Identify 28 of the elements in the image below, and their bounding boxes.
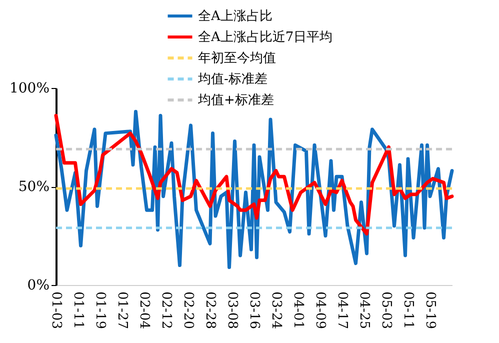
x-tick-label: 01-03 xyxy=(48,292,64,329)
legend-label: 均值+标准差 xyxy=(197,93,274,108)
x-tick-label: 01-11 xyxy=(70,292,86,329)
x-tick-label: 02-20 xyxy=(180,292,196,329)
y-tick-label: 0% xyxy=(27,278,50,294)
x-tick-label: 03-24 xyxy=(268,292,284,329)
x-tick-label: 02-12 xyxy=(158,292,174,329)
y-tick-label: 50% xyxy=(18,179,50,195)
x-tick-label: 05-19 xyxy=(422,292,438,329)
x-tick-label: 02-04 xyxy=(136,292,152,329)
x-tick-label: 02-28 xyxy=(202,292,218,329)
line-series xyxy=(54,110,454,270)
x-tick-label: 01-27 xyxy=(114,292,130,329)
x-tick-label: 04-01 xyxy=(290,292,306,329)
legend-label: 年初至今均值 xyxy=(198,51,276,66)
legend-label: 全A上涨占比近7日平均 xyxy=(198,30,333,45)
x-tick-label: 04-25 xyxy=(356,292,372,329)
x-tick-label: 04-09 xyxy=(312,292,328,329)
x-tick-label: 05-03 xyxy=(378,292,394,329)
x-tick-label: 01-19 xyxy=(92,292,108,329)
x-tick-label: 03-08 xyxy=(224,292,240,329)
line-series xyxy=(54,114,454,236)
legend-label: 全A上涨占比 xyxy=(198,9,272,24)
x-tick-label: 03-16 xyxy=(246,292,262,329)
legend-label: 均值-标准差 xyxy=(197,72,268,87)
x-tick-label: 05-11 xyxy=(400,292,416,329)
y-tick-label: 100% xyxy=(9,80,50,96)
x-tick-label: 04-17 xyxy=(334,292,350,329)
